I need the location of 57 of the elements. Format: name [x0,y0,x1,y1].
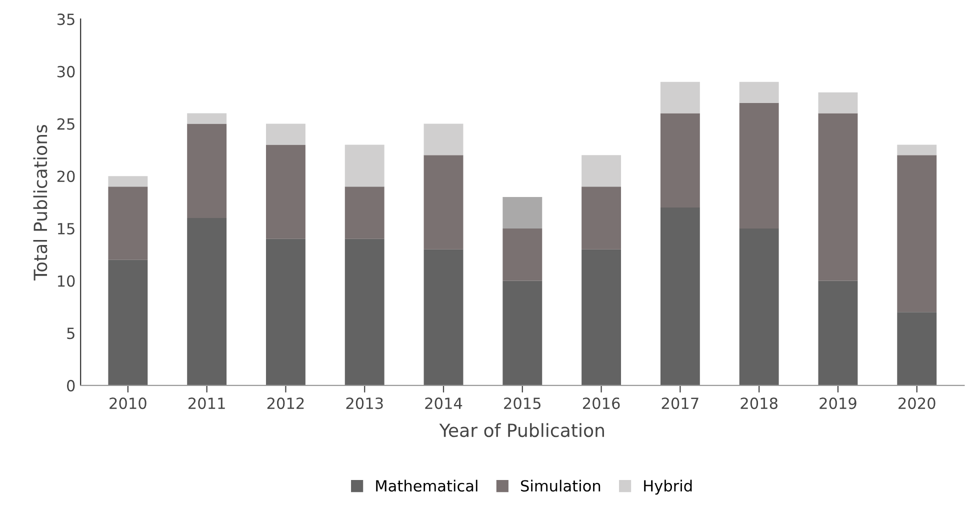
bar [424,155,464,250]
bar [897,144,937,156]
y-tick-label: 35 [57,14,74,26]
x-tick-label: 2020 [898,398,936,410]
bar [897,155,937,312]
bar [266,238,306,386]
bar [818,280,858,386]
x-tick-label: 2013 [346,398,383,410]
bar [582,186,622,250]
bar [739,102,779,228]
bar [818,92,858,114]
y-tick-label: 5 [67,328,74,340]
bar [108,260,148,386]
y-tick-label: 0 [67,380,75,392]
bar [582,155,622,187]
bar [187,113,227,124]
y-axis-title: Total Publications [33,124,48,281]
x-tick-label: 2012 [267,398,304,410]
y-tick-label: 25 [57,118,74,130]
bar [660,82,700,114]
bar [344,144,384,187]
legend-label: Hybrid [644,480,692,495]
bar [424,124,464,156]
bar [108,176,148,187]
x-axis-title: Year of Publication [439,423,604,438]
bar [266,124,306,145]
x-tick-label: 2010 [110,398,146,410]
bar [187,218,227,386]
legend-label: Simulation [521,480,600,492]
y-tick-label: 10 [58,275,75,287]
bar [739,228,779,386]
bar [502,228,542,281]
bar [739,82,779,103]
bar [660,113,700,208]
bar [266,144,306,239]
bar [502,197,542,228]
bar [187,124,227,218]
bar [818,113,858,281]
bar [897,312,937,386]
y-tick-label: 20 [57,170,75,182]
bar [344,238,384,386]
bar [582,249,622,386]
x-tick-label: 2015 [504,398,541,410]
x-tick-label: 2011 [188,398,225,410]
x-tick-label: 2019 [820,398,856,410]
x-tick-label: 2014 [425,398,462,410]
legend-label: Mathematical [376,480,478,492]
bar [344,186,384,239]
bar [424,249,464,386]
bar [108,186,148,260]
bar [502,280,542,386]
x-tick-label: 2018 [740,398,778,410]
bar [660,208,700,386]
x-tick-label: 2017 [662,398,698,410]
y-tick-label: 15 [58,223,74,234]
x-tick-label: 2016 [582,398,620,410]
y-tick-label: 30 [57,66,75,78]
